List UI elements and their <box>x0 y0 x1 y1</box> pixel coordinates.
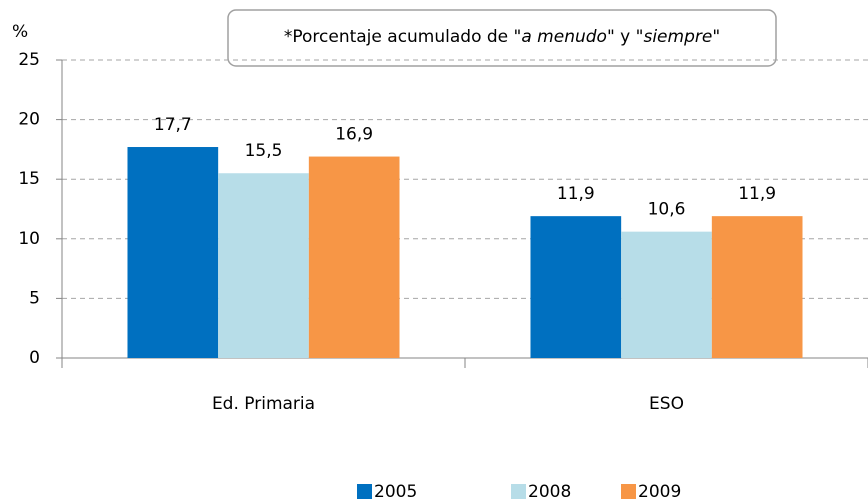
bar <box>530 216 622 358</box>
annotation: *Porcentaje acumulado de "a menudo" y "s… <box>284 27 720 47</box>
bar <box>621 231 712 358</box>
legend-swatch <box>621 484 636 499</box>
x-tick-label: Ed. Primaria <box>212 394 315 414</box>
legend-label: 2005 <box>374 482 417 502</box>
bar <box>308 156 400 358</box>
y-tick-label: 15 <box>18 169 40 189</box>
value-label: 16,9 <box>335 125 373 145</box>
legend-label: 2008 <box>528 482 571 502</box>
bar <box>218 173 309 358</box>
annotation-box <box>227 9 777 67</box>
legend-label: 2009 <box>638 482 681 502</box>
bar <box>711 216 803 358</box>
bar <box>127 147 219 358</box>
value-label: 11,9 <box>557 184 595 204</box>
value-label: 11,9 <box>738 184 776 204</box>
annotation-part: siempre <box>643 27 712 47</box>
x-tick-label: ESO <box>649 394 684 414</box>
value-label: 10,6 <box>648 200 686 220</box>
annotation-part: " y " <box>607 27 644 47</box>
value-label: 15,5 <box>245 141 283 161</box>
y-tick-label: 20 <box>18 110 40 130</box>
legend-swatch <box>357 484 372 499</box>
annotation-part: a menudo <box>521 27 607 47</box>
y-tick-label: 0 <box>29 348 40 368</box>
value-label: 17,7 <box>154 115 192 135</box>
y-tick-label: 10 <box>18 229 40 249</box>
legend-swatch <box>511 484 526 499</box>
y-tick-label: 5 <box>29 288 40 308</box>
annotation-part: " <box>712 27 720 47</box>
y-axis-label: % <box>12 22 28 42</box>
annotation-part: *Porcentaje acumulado de " <box>284 27 522 47</box>
y-tick-label: 25 <box>18 50 40 70</box>
